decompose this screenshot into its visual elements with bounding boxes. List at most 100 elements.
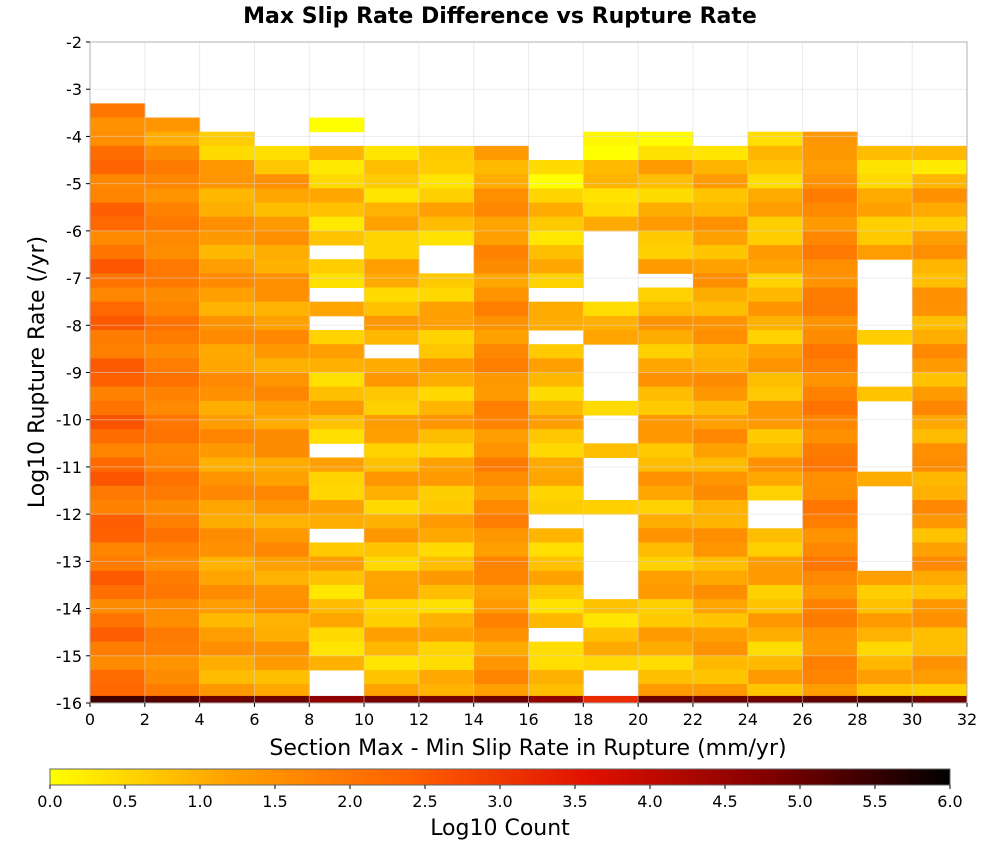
heatmap-cell: [90, 443, 146, 458]
heatmap-cell: [309, 584, 365, 600]
heatmap-cell: [473, 287, 529, 303]
heatmap-cell: [857, 145, 913, 161]
heatmap-cell: [473, 556, 529, 572]
heatmap-cell: [254, 613, 310, 628]
heatmap-cell: [199, 570, 255, 586]
heatmap-cell: [90, 528, 146, 543]
heatmap-cell: [254, 358, 310, 373]
heatmap-cell: [418, 344, 475, 359]
heatmap-cell: [90, 174, 146, 189]
heatmap-cell: [802, 386, 858, 402]
heatmap-cell: [364, 245, 420, 260]
heatmap-cell: [638, 145, 694, 161]
heatmap-cell: [912, 457, 968, 473]
heatmap-cell: [473, 202, 529, 218]
heatmap-cell: [90, 301, 146, 317]
y-tick-label: -2: [66, 33, 82, 52]
heatmap-cell: [583, 301, 639, 317]
heatmap-cell: [857, 330, 913, 345]
heatmap-cell: [692, 230, 749, 246]
heatmap-cell: [418, 471, 475, 487]
heatmap-cell: [528, 230, 584, 246]
heatmap-cell: [638, 499, 694, 515]
heatmap-cell: [90, 499, 146, 515]
heatmap-cell: [364, 202, 420, 218]
heatmap-cell: [692, 528, 749, 543]
heatmap-cell: [473, 627, 529, 643]
heatmap-cell: [528, 599, 584, 614]
heatmap-cell: [90, 202, 146, 218]
heatmap-cell: [802, 315, 858, 331]
heatmap-cell: [528, 443, 584, 458]
heatmap-cell: [528, 344, 584, 359]
heatmap-cell: [418, 400, 475, 416]
heatmap-cell: [309, 471, 365, 487]
heatmap-cell: [254, 485, 310, 501]
heatmap-cell: [418, 216, 475, 232]
heatmap-cell: [583, 330, 639, 345]
heatmap-cell: [254, 245, 310, 260]
heatmap-cell: [364, 259, 420, 274]
heatmap-cell: [254, 344, 310, 359]
heatmap-cell: [199, 528, 255, 543]
colorbar-tick-label: 6.0: [937, 792, 962, 811]
heatmap-cell: [638, 230, 694, 246]
heatmap-cell: [418, 273, 475, 289]
heatmap-cell: [309, 188, 365, 204]
heatmap-cell: [144, 599, 201, 614]
x-axis-ticks: 0 2 4 6 8 10 12 14 16 18 20 22 24 26 28 30 32: [85, 703, 977, 729]
heatmap-cell: [144, 372, 201, 388]
heatmap-cell: [912, 641, 968, 657]
heatmap-cell: [692, 372, 749, 388]
x-tick-label: 0: [85, 710, 95, 729]
heatmap-cell: [638, 556, 694, 572]
heatmap-cell: [857, 245, 913, 260]
heatmap-cell: [692, 287, 749, 303]
heatmap-cell: [473, 443, 529, 458]
x-tick-label: 6: [249, 710, 259, 729]
colorbar-tick-label: 3.0: [487, 792, 512, 811]
heatmap-cell: [199, 315, 255, 331]
heatmap-cell: [692, 599, 749, 614]
heatmap-cell: [747, 457, 804, 473]
heatmap-cell: [638, 429, 694, 444]
heatmap-cell: [418, 145, 475, 161]
heatmap-cell: [418, 584, 475, 600]
heatmap-cell: [528, 695, 584, 703]
heatmap-cell: [364, 599, 420, 614]
heatmap-cell: [309, 485, 365, 501]
heatmap-cell: [692, 641, 749, 657]
heatmap-cell: [857, 230, 913, 246]
heatmap-cell: [528, 315, 584, 331]
heatmap-cell: [802, 160, 858, 175]
heatmap-cell: [144, 400, 201, 416]
heatmap-cell: [90, 429, 146, 444]
heatmap-cell: [638, 287, 694, 303]
heatmap-cell: [144, 358, 201, 373]
heatmap-cell: [802, 259, 858, 274]
heatmap-cell: [528, 556, 584, 572]
heatmap-cell: [692, 695, 749, 703]
heatmap-cell: [912, 443, 968, 458]
heatmap-cell: [90, 145, 146, 161]
colorbar: [49, 768, 951, 786]
heatmap-cell: [364, 457, 420, 473]
heatmap-cell: [309, 330, 365, 345]
heatmap-cell: [747, 443, 804, 458]
heatmap-cell: [692, 570, 749, 586]
heatmap-cell: [309, 613, 365, 628]
heatmap-cell: [747, 400, 804, 416]
heatmap-cell: [199, 245, 255, 260]
heatmap-cell: [692, 330, 749, 345]
heatmap-cell: [912, 202, 968, 218]
heatmap-cell: [638, 414, 694, 430]
heatmap-cell: [364, 655, 420, 671]
heatmap-cell: [199, 599, 255, 614]
heatmap-cell: [418, 627, 475, 643]
heatmap-cell: [254, 641, 310, 657]
heatmap-cell: [254, 584, 310, 600]
heatmap-cell: [473, 188, 529, 204]
heatmap-cell: [583, 315, 639, 331]
heatmap-cell: [473, 641, 529, 657]
heatmap-cell: [638, 599, 694, 614]
